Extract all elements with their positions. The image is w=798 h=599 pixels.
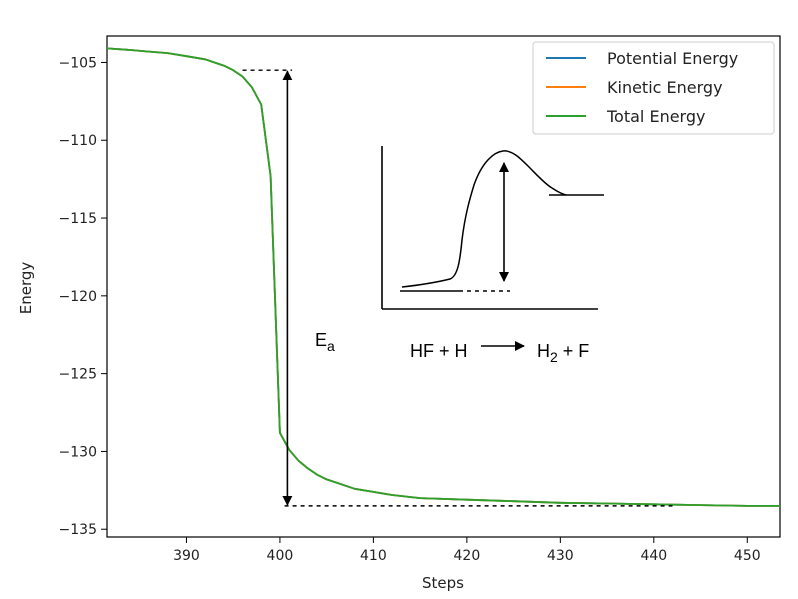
x-tick-label: 400	[267, 548, 294, 564]
y-tick-label: −125	[59, 367, 97, 383]
y-axis-ticks: −105 −110 −115 −120 −125 −130 −135	[59, 55, 107, 538]
y-tick-label: −110	[59, 133, 97, 149]
x-tick-label: 410	[360, 548, 387, 564]
series-lines	[106, 47, 780, 507]
series-line-total-energy	[106, 47, 780, 507]
reaction-profile-inset: HF + H H2 + F	[381, 146, 604, 365]
x-tick-label: 390	[173, 548, 200, 564]
reaction-reactants: HF + H	[410, 341, 468, 361]
y-tick-label: −120	[59, 289, 97, 305]
x-tick-label: 440	[640, 548, 667, 564]
plot-frame	[106, 35, 781, 538]
y-tick-label: −115	[59, 211, 97, 227]
x-axis-ticks: 390 400 410 420 430 440 450	[173, 537, 761, 564]
legend-label: Kinetic Energy	[607, 78, 723, 97]
x-tick-label: 450	[734, 548, 761, 564]
ea-label: Ea	[315, 330, 335, 354]
y-axis-label: Energy	[17, 262, 35, 315]
x-axis-label: Steps	[422, 574, 464, 592]
inset-energy-curve	[401, 150, 567, 288]
legend: Potential Energy Kinetic Energy Total Ener…	[532, 41, 775, 135]
y-tick-label: −130	[59, 444, 97, 460]
y-tick-label: −105	[59, 55, 97, 71]
x-tick-label: 430	[547, 548, 574, 564]
legend-box	[532, 41, 775, 135]
reaction-products: H2 + F	[537, 341, 589, 365]
legend-label: Total Energy	[606, 107, 705, 126]
x-tick-label: 420	[454, 548, 481, 564]
activation-energy-annotation	[242, 69, 673, 507]
legend-label: Potential Energy	[607, 49, 738, 68]
y-tick-label: −135	[59, 522, 97, 538]
